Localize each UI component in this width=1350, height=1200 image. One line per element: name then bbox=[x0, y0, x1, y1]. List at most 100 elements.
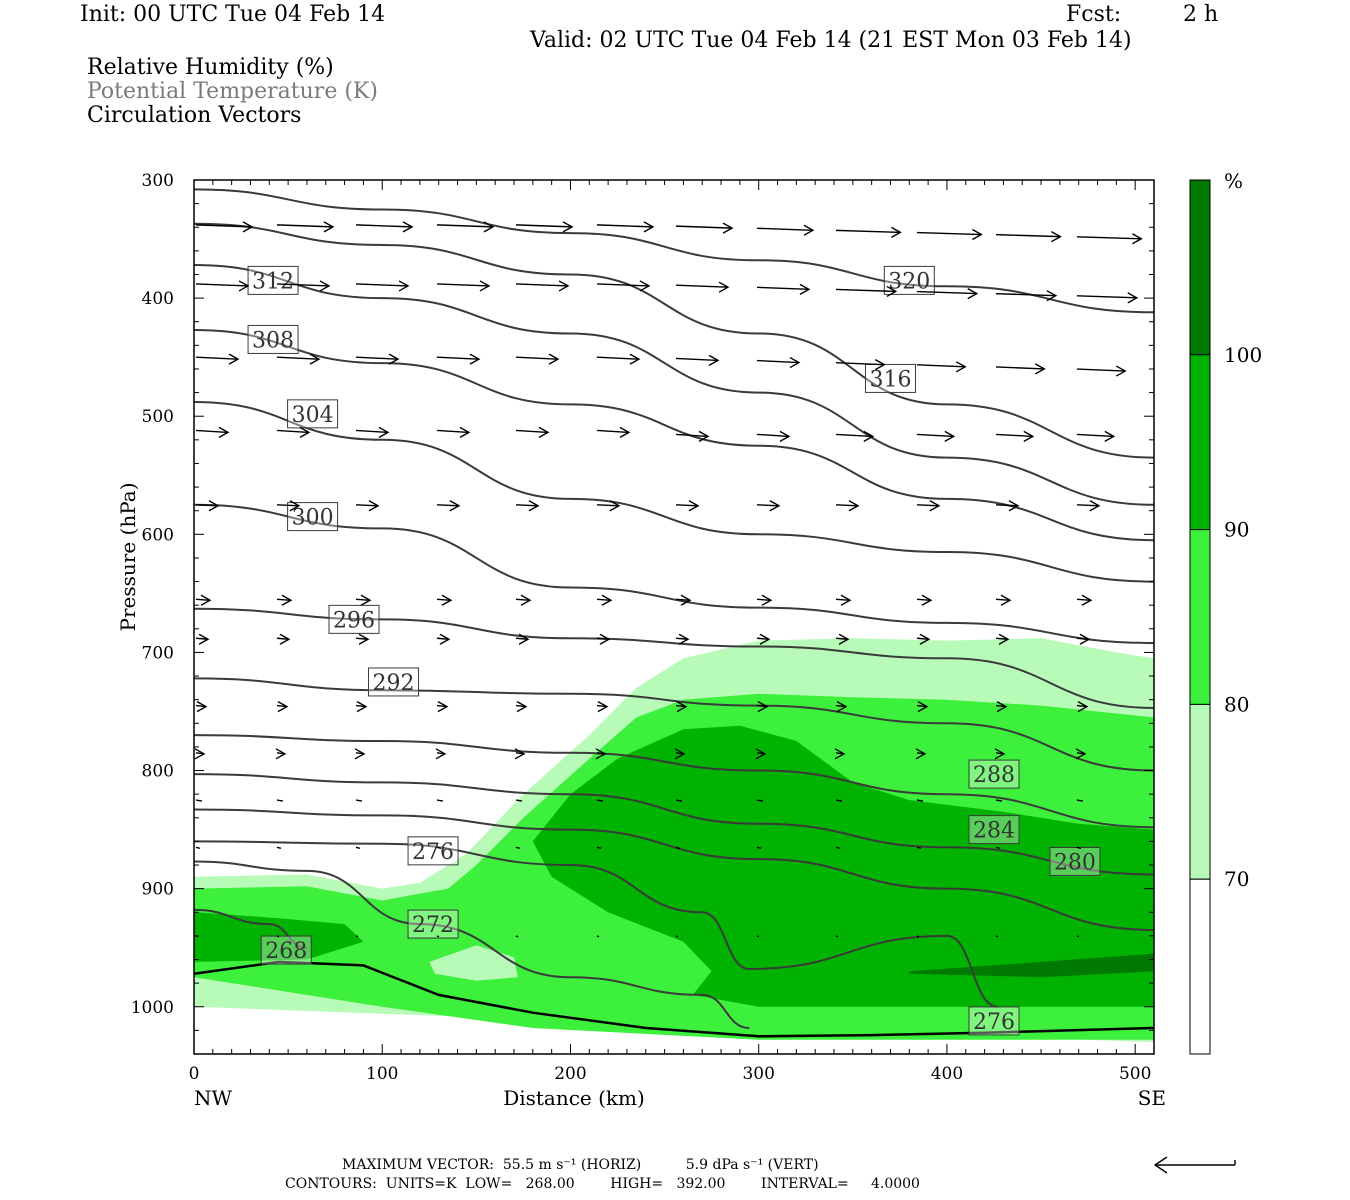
vector-arrow bbox=[515, 500, 540, 512]
y-tick-label: 400 bbox=[142, 289, 174, 309]
vector-arrow bbox=[436, 633, 451, 645]
vector-arrow bbox=[675, 633, 690, 645]
vector-arrow bbox=[756, 356, 801, 369]
isentrope-label-276: 276 bbox=[407, 836, 459, 866]
vector-arrow bbox=[515, 935, 519, 938]
vector-arrow bbox=[276, 633, 291, 645]
vector-arrow bbox=[995, 500, 1020, 512]
vector-arrow bbox=[195, 353, 240, 365]
vector-arrow bbox=[355, 594, 372, 606]
colorbar-segment bbox=[1189, 878, 1211, 1055]
vector-arrow bbox=[916, 430, 956, 443]
vector-arrow bbox=[436, 935, 440, 938]
vector-arrow bbox=[1076, 935, 1080, 938]
label-text: 312 bbox=[252, 269, 294, 294]
label-text: 304 bbox=[292, 403, 334, 428]
vector-arrow bbox=[1076, 633, 1091, 645]
isentrope-label-280: 280 bbox=[1049, 846, 1101, 876]
vector-arrow bbox=[835, 594, 852, 606]
isentropes: 320 316 312 308 304 300 296 292 288 284 280 276 272 2… bbox=[193, 188, 1155, 1038]
vector-arrow bbox=[355, 935, 359, 938]
vector-arrow bbox=[835, 700, 848, 713]
label-box bbox=[287, 399, 339, 429]
vector-arrow bbox=[596, 594, 613, 606]
label-text: 284 bbox=[973, 819, 1015, 844]
legend-rh: Relative Humidity (%) bbox=[87, 55, 334, 80]
vector-arrow bbox=[195, 426, 230, 439]
vector-arrow bbox=[596, 700, 609, 713]
footer-max-vector: MAXIMUM VECTOR: 55.5 m s⁻¹ (HORIZ) 5.9 d… bbox=[342, 1157, 819, 1173]
colorbar-unit: % bbox=[1224, 169, 1243, 193]
colorbar-level-label: 90 bbox=[1224, 518, 1249, 542]
vector-arrow bbox=[435, 748, 447, 760]
vector-arrow bbox=[436, 426, 471, 439]
circulation-vectors bbox=[194, 221, 1143, 938]
vector-arrow bbox=[835, 846, 841, 849]
label-box bbox=[968, 815, 1020, 845]
isentrope-272 bbox=[193, 860, 750, 1029]
label-text: 276 bbox=[412, 840, 454, 865]
vector-arrow bbox=[835, 500, 860, 512]
label-box bbox=[407, 909, 459, 939]
vector-arrow bbox=[835, 799, 843, 802]
vector-arrow bbox=[195, 594, 212, 606]
plot-frame bbox=[193, 179, 1155, 1055]
isentrope-308 bbox=[193, 329, 1155, 542]
vector-arrow bbox=[436, 221, 495, 233]
vector-arrow bbox=[195, 799, 203, 802]
y-axis-label: Pressure (hPa) bbox=[116, 483, 140, 632]
vector-arrow bbox=[194, 748, 206, 760]
isentrope-label-304: 304 bbox=[287, 399, 339, 429]
isentrope-label-288: 288 bbox=[968, 759, 1020, 789]
colorbar-level-label: 80 bbox=[1224, 692, 1249, 716]
vector-arrow bbox=[355, 846, 361, 849]
isentrope-296 bbox=[193, 607, 1155, 709]
vector-arrow bbox=[355, 221, 414, 233]
vector-arrow bbox=[596, 221, 655, 233]
isentrope-label-268: 268 bbox=[260, 935, 312, 965]
vector-arrow bbox=[756, 224, 815, 236]
vector-arrow bbox=[515, 633, 530, 645]
vector-arrow bbox=[276, 280, 331, 292]
vector-arrow bbox=[916, 228, 983, 241]
vector-arrow bbox=[916, 633, 931, 645]
label-text: 268 bbox=[265, 939, 307, 964]
vector-arrow bbox=[276, 500, 301, 512]
vector-arrow bbox=[1076, 365, 1127, 377]
vector-arrow bbox=[195, 221, 254, 233]
vector-arrow bbox=[276, 935, 280, 938]
isentrope-280 bbox=[193, 808, 1155, 931]
vector-arrow bbox=[675, 281, 730, 293]
vector-arrow bbox=[515, 594, 532, 606]
vector-arrow bbox=[756, 633, 771, 645]
x-tick-label: 0 bbox=[189, 1064, 200, 1084]
vector-arrow bbox=[994, 748, 1006, 760]
vector-arrow bbox=[995, 363, 1046, 375]
vector-arrow bbox=[355, 426, 390, 439]
x-tick-label: 400 bbox=[931, 1064, 963, 1084]
label-text: 300 bbox=[292, 506, 334, 531]
label-text: 276 bbox=[973, 1010, 1015, 1035]
vector-arrow bbox=[276, 594, 293, 606]
vector-arrow bbox=[916, 846, 922, 849]
isentrope-288 bbox=[193, 734, 1155, 829]
vector-arrow bbox=[436, 594, 453, 606]
vector-arrow bbox=[675, 354, 720, 367]
vector-arrow bbox=[1076, 500, 1101, 512]
vector-arrow bbox=[916, 594, 933, 606]
colorbar: 100 90 80 70% bbox=[1153, 169, 1262, 1174]
x-end-label-nw: NW bbox=[194, 1086, 233, 1110]
vector-arrow bbox=[355, 700, 368, 713]
vector-arrow bbox=[195, 500, 220, 512]
x-tick-label: 300 bbox=[742, 1064, 774, 1084]
vector-arrow bbox=[515, 700, 528, 713]
vector-arrow bbox=[756, 594, 773, 606]
vector-arrow bbox=[995, 935, 999, 938]
vector-arrow bbox=[675, 594, 692, 606]
vector-arrow bbox=[436, 799, 444, 802]
label-box bbox=[968, 1006, 1020, 1036]
vector-arrow bbox=[1075, 748, 1087, 760]
label-text: 296 bbox=[333, 608, 375, 633]
vector-arrow bbox=[1076, 799, 1084, 802]
